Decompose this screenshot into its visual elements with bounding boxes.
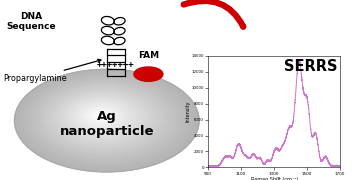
Ellipse shape — [46, 87, 162, 151]
Ellipse shape — [79, 104, 123, 129]
Ellipse shape — [83, 106, 119, 127]
Ellipse shape — [76, 103, 127, 131]
Ellipse shape — [25, 75, 187, 165]
Text: +++++++: +++++++ — [97, 60, 135, 69]
Ellipse shape — [81, 105, 121, 127]
Ellipse shape — [40, 83, 169, 155]
Ellipse shape — [75, 102, 128, 132]
Ellipse shape — [24, 75, 188, 166]
Ellipse shape — [42, 84, 167, 154]
Ellipse shape — [22, 73, 190, 167]
Ellipse shape — [86, 108, 116, 124]
Ellipse shape — [43, 85, 165, 153]
Ellipse shape — [41, 84, 168, 154]
Ellipse shape — [68, 98, 137, 136]
Ellipse shape — [72, 100, 132, 134]
Ellipse shape — [66, 97, 139, 138]
Ellipse shape — [55, 91, 152, 145]
Ellipse shape — [54, 91, 153, 146]
Ellipse shape — [96, 113, 103, 117]
Ellipse shape — [84, 107, 118, 126]
Ellipse shape — [36, 81, 174, 158]
Ellipse shape — [87, 108, 114, 124]
FancyArrowPatch shape — [184, 1, 243, 27]
Text: FAM: FAM — [138, 51, 159, 60]
Ellipse shape — [35, 80, 176, 158]
Ellipse shape — [74, 101, 130, 132]
Ellipse shape — [53, 90, 154, 146]
Ellipse shape — [93, 112, 107, 120]
Ellipse shape — [29, 77, 182, 162]
Ellipse shape — [64, 96, 140, 139]
Ellipse shape — [44, 85, 164, 152]
Ellipse shape — [73, 101, 131, 133]
Ellipse shape — [28, 77, 183, 163]
Ellipse shape — [59, 93, 147, 142]
Ellipse shape — [16, 70, 198, 171]
Ellipse shape — [67, 97, 138, 137]
Ellipse shape — [85, 107, 117, 125]
Ellipse shape — [60, 94, 146, 141]
Ellipse shape — [63, 96, 142, 139]
Ellipse shape — [52, 89, 156, 147]
Y-axis label: Intensity: Intensity — [185, 101, 190, 122]
Text: DNA
Sequence: DNA Sequence — [6, 12, 56, 31]
Ellipse shape — [34, 80, 177, 159]
Ellipse shape — [97, 114, 102, 117]
X-axis label: Raman Shift (cm⁻¹): Raman Shift (cm⁻¹) — [251, 177, 298, 180]
Ellipse shape — [71, 100, 133, 134]
Ellipse shape — [49, 88, 159, 149]
Ellipse shape — [62, 95, 143, 140]
Ellipse shape — [89, 109, 112, 122]
Ellipse shape — [58, 93, 148, 143]
Ellipse shape — [69, 99, 136, 136]
Ellipse shape — [92, 111, 108, 120]
Ellipse shape — [26, 76, 185, 164]
Ellipse shape — [50, 88, 158, 148]
Ellipse shape — [57, 92, 149, 143]
Ellipse shape — [80, 105, 122, 128]
Ellipse shape — [88, 109, 113, 123]
Ellipse shape — [91, 111, 109, 121]
Ellipse shape — [31, 78, 179, 161]
Ellipse shape — [27, 76, 184, 163]
Ellipse shape — [39, 82, 171, 156]
Ellipse shape — [78, 104, 125, 129]
Ellipse shape — [45, 86, 163, 151]
Ellipse shape — [33, 79, 178, 160]
Ellipse shape — [77, 103, 126, 130]
Ellipse shape — [61, 94, 144, 141]
Ellipse shape — [14, 69, 199, 172]
Ellipse shape — [18, 71, 195, 170]
Ellipse shape — [17, 70, 197, 170]
Text: SERRS: SERRS — [284, 59, 338, 74]
Ellipse shape — [37, 81, 173, 157]
Ellipse shape — [90, 110, 111, 122]
Ellipse shape — [51, 89, 157, 148]
Ellipse shape — [98, 115, 101, 116]
Ellipse shape — [30, 78, 180, 161]
Text: Propargylamine: Propargylamine — [4, 59, 101, 83]
Ellipse shape — [95, 113, 105, 118]
Circle shape — [134, 67, 163, 81]
Ellipse shape — [20, 72, 193, 168]
Text: Ag
nanoparticle: Ag nanoparticle — [59, 110, 154, 138]
Ellipse shape — [70, 99, 134, 135]
Ellipse shape — [47, 87, 160, 150]
Ellipse shape — [56, 92, 151, 144]
Ellipse shape — [23, 74, 189, 166]
Ellipse shape — [38, 82, 172, 156]
Ellipse shape — [19, 72, 194, 169]
Ellipse shape — [21, 73, 191, 168]
Ellipse shape — [94, 112, 106, 119]
